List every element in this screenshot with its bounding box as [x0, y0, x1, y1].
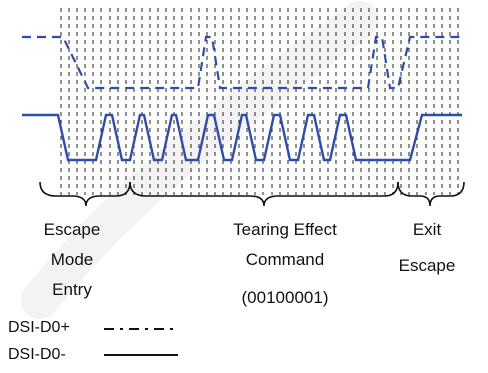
legend: DSI-D0+ DSI-D0- [8, 319, 178, 363]
brace-tearing-effect [129, 181, 399, 207]
phase-braces [39, 181, 465, 207]
phase-label-line: Entry [52, 280, 92, 299]
phase-label-line: Command [246, 250, 324, 269]
phase-label-line: (00100001) [242, 288, 329, 307]
brace-escape-entry [39, 181, 131, 207]
phase-label-escape-entry: Escape Mode Entry [44, 220, 101, 299]
legend-label-dsi-d0-minus: DSI-D0- [8, 346, 66, 363]
brace-exit-escape [397, 181, 465, 207]
phase-label-line: Escape [399, 256, 456, 275]
phase-label-line: Tearing Effect [233, 220, 337, 239]
timing-gridlines [60, 8, 459, 195]
phase-label-line: Mode [51, 250, 94, 269]
watermark [21, 1, 379, 319]
phase-label-line: Exit [413, 220, 442, 239]
dsi-d0-minus-waveform [22, 113, 462, 162]
dsi-d0-plus-waveform [22, 35, 462, 90]
phase-label-line: Escape [44, 220, 101, 239]
phase-label-exit-escape: Exit Escape [399, 220, 456, 275]
legend-label-dsi-d0-plus: DSI-D0+ [8, 319, 70, 336]
phase-label-tearing-effect: Tearing Effect Command (00100001) [233, 220, 337, 307]
